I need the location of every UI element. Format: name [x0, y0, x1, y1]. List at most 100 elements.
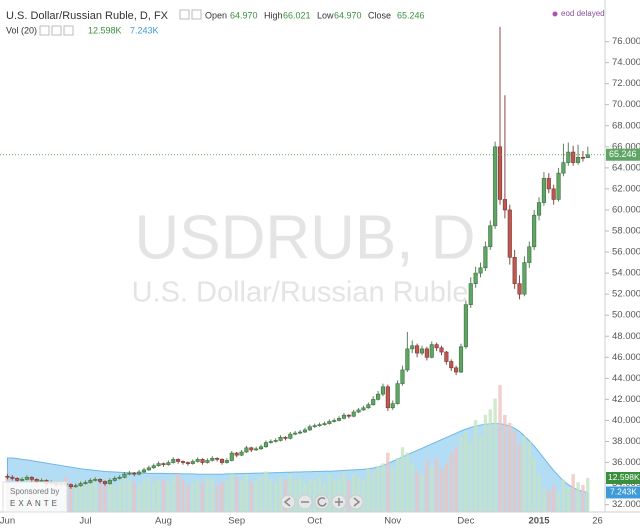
candle-body [463, 304, 468, 348]
ohlc-label: Low [317, 10, 334, 20]
chart-title: U.S. Dollar/Russian Ruble, D, FX [6, 10, 169, 22]
status: eod delayed [561, 9, 605, 18]
volume-bar [430, 466, 434, 512]
y-tick-label: 44.000 [612, 373, 640, 384]
candle-body [151, 465, 156, 469]
y-tick-label: 72.000 [612, 78, 640, 89]
candle-body [575, 157, 581, 163]
scroll-left-button[interactable] [280, 494, 296, 510]
candle-body [244, 447, 249, 453]
icon[interactable] [63, 25, 74, 36]
volume-bar [439, 468, 444, 512]
candle-body [449, 361, 454, 369]
volume-bar [386, 452, 390, 512]
volume-bar [230, 474, 234, 512]
reset-button[interactable] [314, 494, 330, 510]
icon [317, 497, 327, 507]
candle-body [15, 478, 20, 481]
icon[interactable] [191, 9, 202, 20]
x-tick-label: Jul [79, 516, 91, 527]
volume-bar [332, 479, 336, 512]
volume-bar [191, 482, 195, 512]
candle-body [117, 476, 122, 479]
volume-bar [152, 482, 156, 512]
volume-bar [166, 482, 171, 512]
candle-body [502, 199, 507, 211]
volume-bar [298, 476, 302, 512]
candle-body [102, 481, 108, 484]
y-tick-label: 40.000 [612, 415, 640, 426]
volume-bar [395, 458, 400, 512]
volume-bar [576, 482, 580, 512]
candle-body [288, 433, 293, 439]
volume-bar [269, 479, 273, 512]
ohlc-value: 66.021 [283, 10, 311, 20]
volume-bar [361, 479, 366, 512]
candle-body [137, 471, 142, 475]
scroll-right-button[interactable] [348, 494, 364, 510]
x-tick-label: Dec [457, 516, 474, 527]
header: U.S. Dollar/Russian Ruble, D, FX Open 64… [6, 9, 605, 36]
candle-body [307, 426, 312, 431]
volume-bar [532, 458, 536, 512]
icon[interactable] [51, 25, 62, 36]
volume-bar [205, 476, 210, 512]
candle-body [83, 482, 88, 484]
candle-body [78, 483, 83, 486]
candle-body [439, 347, 444, 353]
volume-bar [327, 474, 332, 512]
candle-body [376, 393, 381, 400]
volume-bar [176, 474, 180, 512]
volume-bar [586, 477, 590, 512]
candle-body [468, 283, 473, 305]
volume-bar [83, 482, 88, 512]
volume-bar [186, 485, 190, 512]
status-dot [552, 11, 558, 17]
volume-bar [74, 485, 78, 512]
volume-bar [181, 479, 185, 512]
volume-bar [337, 476, 341, 512]
candle-body [190, 461, 195, 464]
y-tick-label: 54.000 [612, 268, 640, 279]
volume-bar [98, 485, 102, 512]
y-tick-label: 68.000 [612, 120, 640, 131]
candle-body [395, 383, 400, 404]
candle-body [497, 146, 503, 200]
icon[interactable] [39, 25, 50, 36]
candle-body [195, 459, 200, 462]
sponsor-box[interactable]: Sponsored by EXANTE [2, 481, 68, 513]
volume-bar [113, 485, 117, 512]
candle-body [122, 473, 127, 478]
symbol-watermark: USDRUB, D [134, 203, 475, 272]
candle-body [185, 462, 190, 464]
x-tick-label: Nov [384, 516, 401, 527]
candle-body [346, 414, 351, 417]
candle-body [380, 386, 386, 395]
candle-body [249, 447, 254, 451]
volume-bar [132, 482, 136, 512]
volume-ma-tag-label: 7.243K [610, 487, 637, 497]
candle-body [273, 440, 278, 442]
candle-body [278, 436, 283, 441]
candle-body [156, 463, 161, 466]
sponsor-frame[interactable] [2, 481, 68, 513]
candle-body [458, 346, 464, 373]
volume-bar [244, 474, 249, 512]
volume-bar [259, 476, 263, 512]
candle-body [234, 452, 239, 456]
candle-body [93, 479, 98, 481]
volume-bar [220, 482, 224, 512]
volume-tag [606, 471, 640, 484]
volume-bar [561, 479, 566, 512]
x-tick-label: Oct [307, 516, 322, 527]
volume-bar [517, 444, 522, 512]
y-tick-label: 52.000 [612, 289, 640, 300]
candle-body [268, 441, 273, 443]
candle-body [507, 209, 512, 258]
y-tick-label: 74.000 [612, 57, 640, 68]
icon[interactable] [179, 9, 190, 20]
candle-body [551, 188, 556, 200]
volume-bar [537, 474, 541, 512]
candle-body [483, 246, 488, 269]
